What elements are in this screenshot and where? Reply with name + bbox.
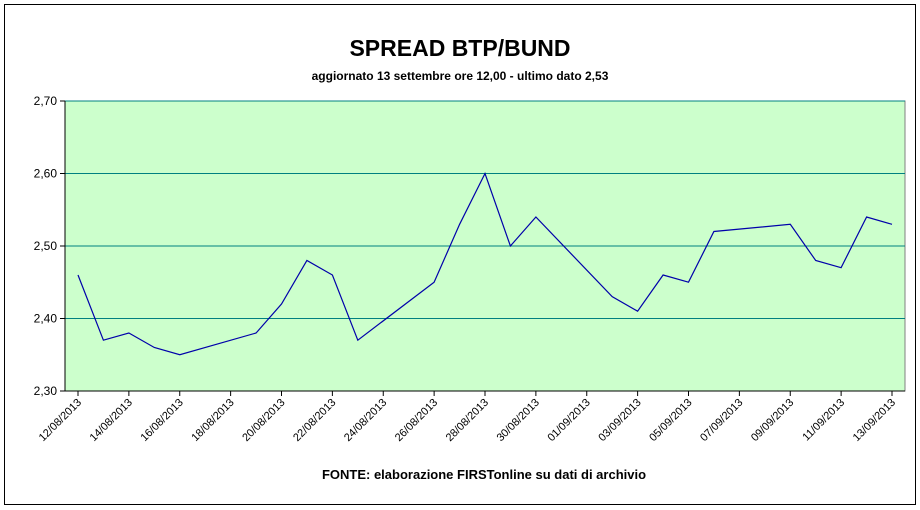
y-tick-label: 2,40 [34,312,58,326]
chart-subtitle: aggiornato 13 settembre ore 12,00 - ulti… [312,69,609,83]
y-tick-label: 2,30 [34,384,58,398]
data-line [77,171,893,356]
y-tick-label: 2,70 [34,94,58,108]
y-tick-label: 2,50 [34,239,58,253]
y-tick-label: 2,60 [34,167,58,181]
source-note: FONTE: elaborazione FIRSTonline su dati … [322,467,646,482]
chart-title: SPREAD BTP/BUND [349,35,570,61]
